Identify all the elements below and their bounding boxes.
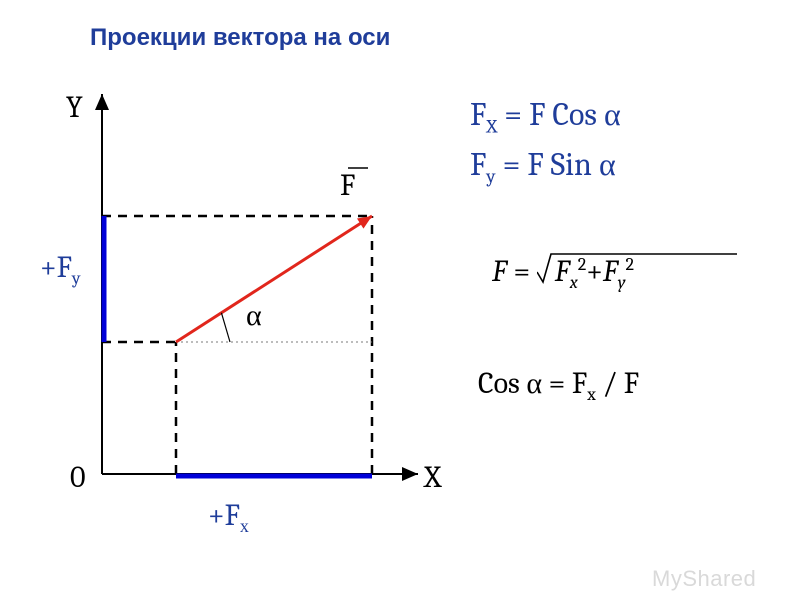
watermark: MyShared bbox=[652, 566, 756, 592]
diagram-svg bbox=[0, 0, 800, 600]
angle-alpha-label: α bbox=[246, 298, 262, 333]
equation-cos: Cos α = Fx / F bbox=[478, 366, 639, 405]
projection-fx-label: +Fх bbox=[208, 498, 249, 537]
projection-fy-label: +Fy bbox=[40, 250, 81, 289]
equation-magnitude: F = Fx2+Fy2 bbox=[492, 254, 634, 293]
equation-fx: FX = F Cos α bbox=[470, 96, 621, 137]
origin-label: 0 bbox=[70, 460, 86, 495]
equation-fy: Fy = F Sin α bbox=[470, 146, 616, 187]
vector-f-label: F bbox=[340, 168, 355, 203]
stage: Проекции вектора на оси Y X 0 F α +Fy +F… bbox=[0, 0, 800, 600]
axis-y-label: Y bbox=[66, 90, 83, 125]
page-title: Проекции вектора на оси bbox=[90, 24, 390, 52]
axis-x-label: X bbox=[424, 460, 441, 495]
